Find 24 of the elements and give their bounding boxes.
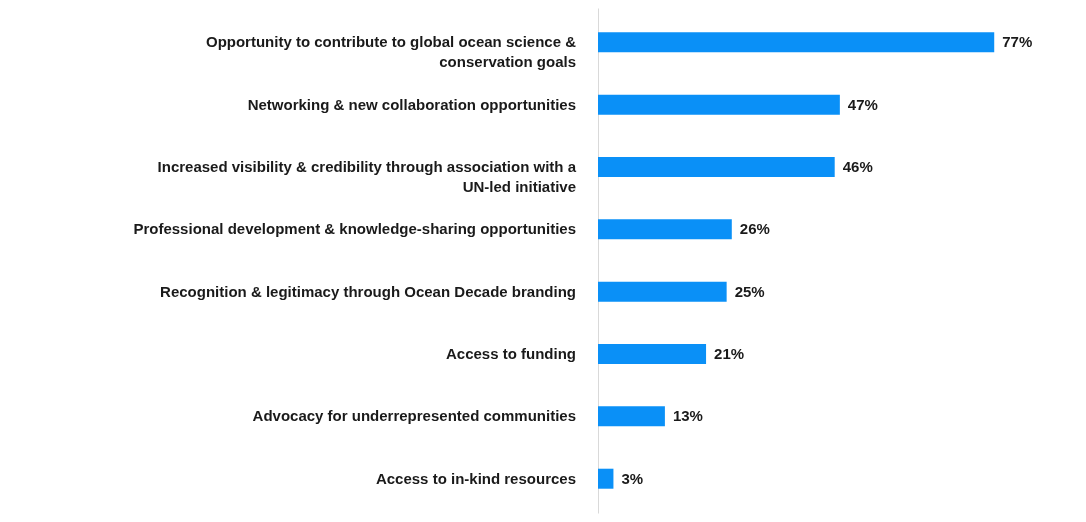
y-tick-label: Professional development & knowledge-sharing opportunities	[133, 220, 576, 238]
data-label: 13%	[672, 407, 703, 425]
bar	[598, 344, 707, 365]
y-tick-label: Networking & new collaboration opportunities	[247, 95, 576, 113]
data-label: 25%	[734, 282, 765, 300]
data-label: 3%	[621, 469, 644, 487]
bar	[598, 281, 727, 302]
data-label: 21%	[714, 345, 745, 363]
y-tick-label: Access to in-kind resources	[375, 469, 576, 487]
data-label: 26%	[739, 220, 770, 238]
bar	[598, 406, 665, 427]
y-tick-label: Recognition & legitimacy through Ocean Decade branding	[160, 282, 576, 300]
data-label: 47%	[847, 95, 878, 113]
bar	[598, 94, 840, 115]
data-label: 77%	[1002, 33, 1033, 51]
bar	[598, 468, 614, 489]
y-tick-label: Access to funding	[445, 345, 576, 363]
bar	[598, 219, 732, 240]
bar	[598, 32, 995, 53]
y-tick-label: Opportunity to contribute to global ocean science & conservation goals	[205, 33, 577, 71]
data-label: 46%	[842, 157, 873, 175]
bar	[598, 156, 835, 177]
y-tick-label: Increased visibility & credibility through association with a UN-led initiative	[157, 157, 577, 195]
y-tick-label: Advocacy for underrepresented communities	[252, 407, 576, 425]
